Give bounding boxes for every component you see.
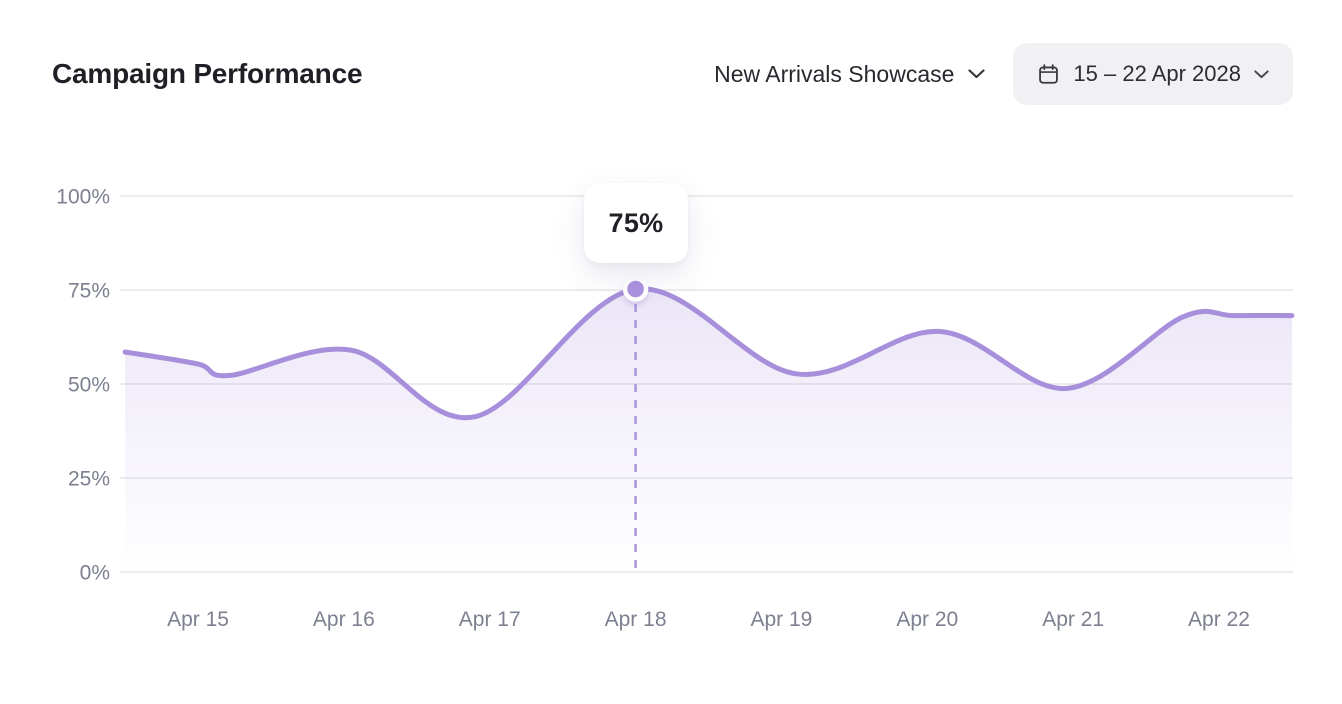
area-fill (125, 288, 1292, 572)
campaign-selector-value: New Arrivals Showcase (714, 60, 955, 87)
y-axis-label: 50% (68, 374, 110, 397)
chevron-down-icon (1254, 69, 1269, 78)
page-title: Campaign Performance (52, 58, 363, 89)
calendar-icon (1039, 63, 1059, 84)
y-axis-label: 0% (80, 562, 110, 585)
y-axis-label: 25% (68, 468, 110, 491)
y-axis-label: 75% (68, 280, 110, 303)
date-range-value: 15 – 22 Apr 2028 (1073, 61, 1241, 86)
date-range-picker[interactable]: 15 – 22 Apr 2028 (1013, 43, 1293, 105)
chart-header: Campaign Performance New Arrivals Showca… (52, 43, 1293, 105)
campaign-selector[interactable]: New Arrivals Showcase (714, 60, 986, 88)
x-axis-label: Apr 17 (459, 608, 521, 631)
x-axis-label: Apr 16 (313, 608, 375, 631)
trend-line (122, 286, 1295, 421)
x-axis-label: Apr 22 (1188, 608, 1250, 631)
chart-tooltip: 75% (584, 183, 688, 263)
marker-dot (622, 276, 649, 302)
y-axis-label: 100% (56, 186, 110, 209)
x-axis-label: Apr 18 (605, 608, 667, 631)
x-axis-label: Apr 21 (1042, 608, 1104, 631)
header-controls: New Arrivals Showcase 15 – 22 Apr 2028 (714, 43, 1293, 105)
x-axis-label: Apr 19 (750, 608, 812, 631)
x-axis-label: Apr 15 (167, 608, 229, 631)
x-axis-label: Apr 20 (896, 608, 958, 631)
chevron-down-icon (968, 69, 986, 79)
tooltip-value: 75% (608, 207, 664, 238)
